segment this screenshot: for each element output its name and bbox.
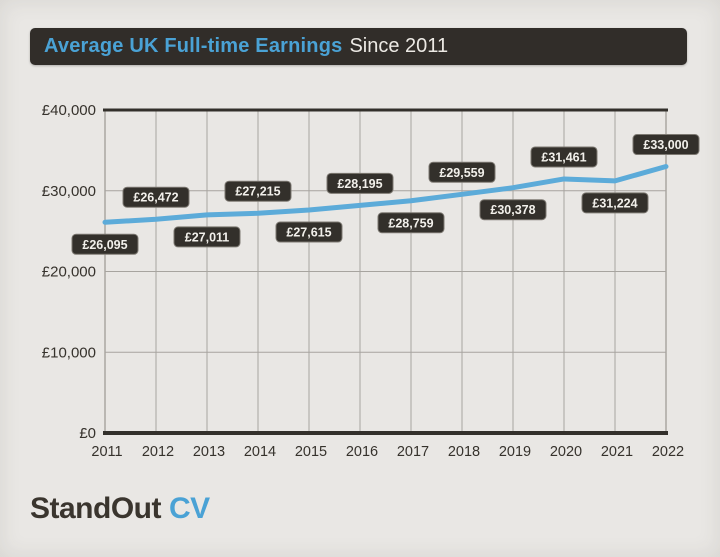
x-axis-tick-label: 2017 bbox=[397, 444, 429, 460]
data-label-box bbox=[428, 161, 496, 183]
data-label-value: £31,224 bbox=[592, 196, 637, 210]
data-label-box bbox=[530, 146, 598, 168]
x-axis-tick-label: 2013 bbox=[193, 444, 225, 460]
x-axis-tick-label: 2016 bbox=[346, 444, 378, 460]
data-label-value: £33,000 bbox=[643, 138, 688, 152]
y-axis-tick-label: £10,000 bbox=[42, 344, 96, 361]
data-label-value: £28,759 bbox=[388, 216, 433, 230]
data-label-box bbox=[173, 226, 241, 248]
data-label-box bbox=[275, 221, 343, 243]
chart-title-bar: Average UK Full-time Earnings Since 2011 bbox=[30, 28, 687, 65]
y-axis-tick-label: £40,000 bbox=[42, 102, 96, 119]
y-axis-tick-label: £0 bbox=[79, 425, 96, 442]
x-axis-tick-label: 2022 bbox=[652, 444, 684, 460]
data-label-value: £26,472 bbox=[133, 191, 178, 205]
x-axis-tick-label: 2014 bbox=[244, 444, 276, 460]
earnings-line-chart: £0 £10,000 £20,000 £30,000 £40,000 2011 2012 20… bbox=[42, 102, 700, 460]
y-axis-tick-label: £30,000 bbox=[42, 183, 96, 200]
brand-logo: StandOut CV bbox=[30, 492, 210, 526]
data-label-value: £27,215 bbox=[235, 185, 280, 199]
data-label-value: £28,195 bbox=[337, 177, 382, 191]
x-axis-tick-label: 2021 bbox=[601, 444, 633, 460]
y-axis-tick-label: £20,000 bbox=[42, 264, 96, 281]
chart-title-suffix: Since 2011 bbox=[349, 35, 449, 57]
x-axis-tick-label: 2018 bbox=[448, 444, 480, 460]
data-label-value: £27,615 bbox=[286, 226, 331, 240]
data-label-box bbox=[71, 233, 139, 255]
x-axis-tick-label: 2020 bbox=[550, 444, 582, 460]
x-axis-tick-label: 2012 bbox=[142, 444, 174, 460]
x-axis-tick-label: 2019 bbox=[499, 444, 531, 460]
data-label-box bbox=[479, 199, 547, 221]
data-label-box bbox=[224, 180, 292, 202]
x-axis-tick-label: 2011 bbox=[91, 444, 122, 460]
data-label-value: £26,095 bbox=[82, 238, 127, 252]
data-label-box bbox=[326, 172, 394, 194]
data-label-box bbox=[377, 212, 445, 234]
data-label-box bbox=[581, 192, 649, 214]
data-label-value: £31,461 bbox=[541, 150, 586, 164]
data-label-box bbox=[632, 134, 700, 156]
x-axis-tick-label: 2015 bbox=[295, 444, 327, 460]
data-label-value: £27,011 bbox=[185, 230, 230, 244]
data-label-value: £29,559 bbox=[439, 166, 484, 180]
chart-title-highlight: Average UK Full-time Earnings bbox=[44, 35, 343, 57]
brand-logo-standout: StandOut bbox=[30, 492, 162, 525]
data-label-value: £30,378 bbox=[490, 203, 535, 217]
data-label-box bbox=[122, 186, 190, 208]
earnings-data-line bbox=[102, 164, 669, 225]
brand-logo-cv: CV bbox=[169, 492, 210, 525]
